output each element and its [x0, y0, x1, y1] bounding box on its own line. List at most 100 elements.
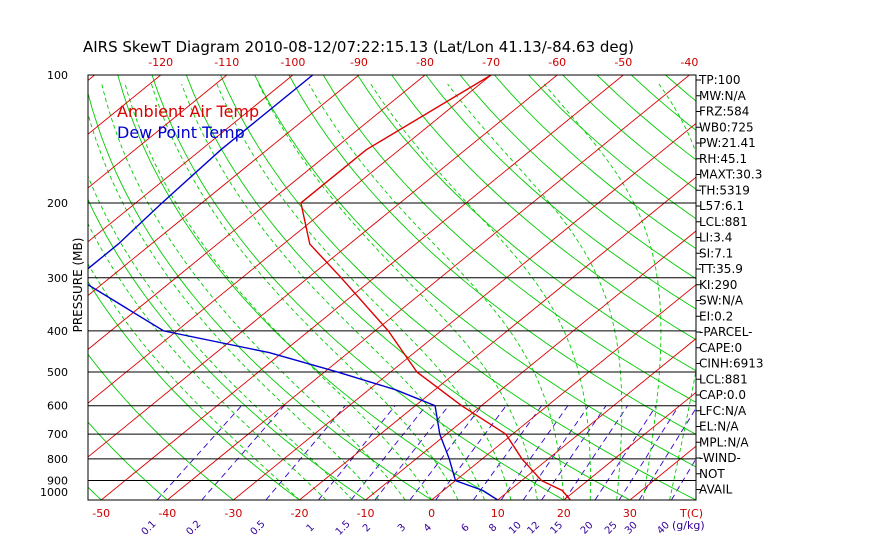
sounding-index-entry: NOT — [699, 467, 725, 481]
sounding-index-entry: EL:N/A — [699, 420, 739, 434]
isotherms — [88, 75, 870, 500]
sounding-index-entry: AVAIL — [699, 483, 733, 497]
sounding-index-entry: CAP:0.0 — [699, 388, 746, 402]
pressure-tick-label: 400 — [47, 325, 68, 338]
dry-adiabat-line — [88, 353, 234, 500]
mixing-ratio-line — [594, 405, 657, 500]
bottom-temp-tick-label: -20 — [290, 507, 308, 520]
mixing-ratio-line — [522, 405, 589, 500]
sounding-profiles — [88, 75, 571, 500]
isotherm-line — [365, 230, 696, 500]
moist-adiabat-line — [181, 83, 485, 500]
dry-adiabat-line — [459, 75, 696, 280]
moist-adiabat-line — [447, 83, 623, 500]
top-temp-tick-label: -80 — [416, 56, 434, 69]
bottom-temp-tick-label: 0 — [428, 507, 435, 520]
sounding-index-entry: KI:290 — [699, 278, 737, 292]
mixing-ratio-label: 0.5 — [249, 519, 268, 538]
bottom-temp-tick-label: 30 — [623, 507, 637, 520]
mixing-ratio-line — [541, 405, 607, 500]
top-temp-tick-label: -110 — [214, 56, 239, 69]
dry-adiabat-line — [0, 75, 35, 500]
moist-adiabat-line — [88, 175, 353, 500]
sounding-index-entry: MPL:N/A — [699, 435, 749, 449]
top-temp-tick-label: -40 — [680, 56, 698, 69]
bottom-temp-tick-label: -10 — [357, 507, 375, 520]
sounding-index-entry: MW:N/A — [699, 89, 747, 103]
mixing-ratio-labels: 0.1 0.2 0.5 1 1.5 2 3 4 6 8 10 12 15 20 25 30 40 — [140, 519, 672, 538]
mixing-ratio-label: 10 — [507, 520, 524, 537]
dry-adiabat-line — [391, 75, 696, 341]
isobars — [88, 75, 696, 500]
isotherm-line — [88, 75, 228, 189]
pressure-tick-label: 200 — [47, 197, 68, 210]
isotherm-line — [88, 75, 294, 243]
sounding-index-entry: CAPE:0 — [699, 341, 742, 355]
dry-adiabat-line — [768, 75, 870, 500]
moist-adiabat-line — [216, 83, 512, 500]
dry-adiabat-line — [117, 75, 498, 500]
isotherm-line — [828, 75, 870, 500]
sounding-index-entry: L57:6.1 — [699, 199, 744, 213]
ambient-air-temp-line — [300, 75, 571, 500]
mixing-ratio-line — [201, 405, 285, 500]
sounding-index-entry: LCL:881 — [699, 372, 748, 386]
sounding-index-entry: TT:35.9 — [698, 262, 743, 276]
pressure-tick-label: 1000 — [40, 486, 68, 499]
legend-dew-point-temp: Dew Point Temp — [117, 123, 245, 142]
isotherm-line — [100, 75, 624, 500]
dry-adiabat-line — [802, 75, 870, 500]
dry-adiabat-line — [88, 198, 366, 500]
dry-adiabat-line — [88, 421, 168, 500]
isotherm-line — [299, 176, 696, 500]
moist-adiabat-line — [124, 83, 433, 500]
diagram-grid — [0, 75, 870, 500]
mixing-ratio-label: 2 — [361, 522, 373, 534]
mixing-ratio-label: 25 — [603, 520, 620, 537]
top-temp-tick-label: -70 — [482, 56, 500, 69]
mixing-ratio-label: 12 — [525, 520, 542, 537]
dry-adiabat-line — [220, 75, 696, 500]
top-temp-tick-label: -90 — [350, 56, 368, 69]
sounding-index-entry: LFC:N/A — [699, 404, 747, 418]
mixing-ratio-lines — [156, 405, 696, 500]
moist-adiabat-line — [101, 83, 406, 500]
pressure-tick-label: 500 — [47, 366, 68, 379]
pressure-tick-label: 600 — [47, 400, 68, 413]
dew-point-temp-line — [88, 75, 499, 500]
sounding-index-entry: EI:0.2 — [699, 309, 733, 323]
isotherm-line — [88, 75, 492, 404]
mixing-ratio-line — [564, 405, 628, 500]
sounding-index-entry: PW:21.41 — [699, 136, 756, 150]
top-temp-tick-label: -50 — [614, 56, 632, 69]
sounding-index-entry: LI:3.4 — [699, 231, 732, 245]
sounding-index-entry: -PARCEL- — [699, 325, 753, 339]
sounding-index-entry: LCL:881 — [699, 215, 748, 229]
sounding-index-entry: WB0:725 — [699, 120, 754, 134]
moist-adiabat-line — [658, 83, 696, 500]
isotherm-line — [563, 391, 696, 500]
isotherm-line — [88, 75, 426, 350]
moist-adiabat-line — [543, 83, 662, 500]
pressure-tick-label: 700 — [47, 428, 68, 441]
dry-adiabat-line — [494, 75, 696, 250]
isotherm-line — [431, 284, 696, 500]
mixing-ratio-label: 1.5 — [334, 519, 353, 538]
isotherm-line — [88, 75, 360, 297]
mixing-ratio-line — [156, 405, 242, 500]
bottom-temp-tick-label: -30 — [224, 507, 242, 520]
moist-adiabat-line — [370, 83, 591, 500]
top-temp-tick-label: -100 — [280, 56, 305, 69]
bottom-temp-tick-label: 10 — [491, 507, 505, 520]
dry-adiabat-line — [425, 75, 696, 310]
sounding-index-entry: CINH:6913 — [699, 357, 764, 371]
dry-adiabat-line — [357, 75, 696, 372]
dry-adiabats — [0, 75, 870, 500]
mixing-ratio-label: 30 — [623, 520, 640, 537]
moist-adiabat-line — [150, 83, 459, 500]
mixing-ratio-label: 4 — [422, 522, 434, 534]
sounding-index-entry: SI:7.1 — [699, 246, 733, 260]
